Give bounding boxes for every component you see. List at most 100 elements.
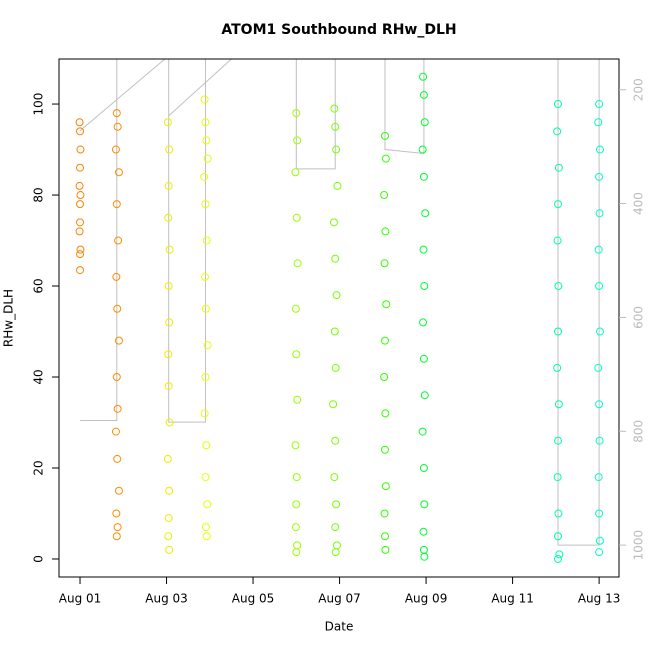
point (75, 181, 84, 190)
point (553, 473, 562, 482)
point (595, 536, 604, 545)
point (329, 400, 338, 409)
point (595, 282, 604, 291)
point (291, 304, 300, 313)
point (554, 327, 563, 336)
point (112, 200, 121, 209)
point (421, 209, 430, 218)
point (419, 527, 428, 536)
x-tick-label: Aug 09 (405, 592, 448, 606)
point (595, 436, 604, 445)
point (330, 327, 339, 336)
point (594, 473, 603, 482)
point (419, 72, 428, 81)
point (165, 245, 174, 254)
point (381, 154, 390, 163)
point (76, 200, 85, 209)
point (164, 514, 173, 523)
y2-tick-label: 1000 (632, 530, 646, 561)
point (292, 109, 301, 118)
point (419, 354, 428, 363)
plot-area (75, 59, 604, 563)
point (203, 154, 212, 163)
point (595, 100, 604, 109)
point (595, 172, 604, 181)
point (380, 509, 389, 518)
point (380, 259, 389, 268)
x-tick-label: Aug 11 (491, 592, 534, 606)
point (595, 400, 604, 409)
point (381, 227, 390, 236)
point (76, 191, 85, 200)
point (165, 486, 174, 495)
point (113, 454, 122, 463)
point (111, 427, 120, 436)
point (114, 236, 123, 245)
point (200, 172, 209, 181)
point (164, 350, 173, 359)
point (201, 200, 210, 209)
point (76, 218, 85, 227)
y-tick-label: 20 (32, 460, 46, 475)
point (165, 318, 174, 327)
point (554, 200, 563, 209)
x-tick-label: Aug 01 (59, 592, 102, 606)
point (332, 145, 341, 154)
point (164, 213, 173, 222)
line (79, 59, 600, 546)
point (75, 118, 84, 127)
point (420, 118, 429, 127)
point (292, 350, 301, 359)
point (380, 373, 389, 382)
point (291, 168, 300, 177)
point (332, 291, 341, 300)
y-axis-label: RHw_DLH (2, 289, 16, 347)
point (595, 327, 604, 336)
point (419, 90, 428, 99)
point (292, 500, 301, 509)
point (293, 259, 302, 268)
point (165, 145, 174, 154)
point (202, 441, 211, 450)
point (329, 218, 338, 227)
point (201, 373, 210, 382)
point (382, 300, 391, 309)
point (112, 532, 121, 541)
x-axis-label: Date (325, 620, 354, 634)
point (76, 245, 85, 254)
point (420, 552, 429, 561)
point (555, 550, 564, 559)
y-tick-label: 0 (32, 555, 46, 563)
point (419, 245, 428, 254)
point (380, 532, 389, 541)
x-tick-label: Aug 03 (145, 592, 188, 606)
point (595, 145, 604, 154)
point (291, 441, 300, 450)
point (420, 282, 429, 291)
point (332, 541, 341, 550)
y-tick-label: 60 (32, 278, 46, 293)
point (420, 500, 429, 509)
point (112, 509, 121, 518)
point (203, 500, 212, 509)
point (418, 145, 427, 154)
point (554, 532, 563, 541)
point (594, 118, 603, 127)
point (419, 545, 428, 554)
point (595, 548, 604, 557)
point (380, 336, 389, 345)
point (202, 236, 211, 245)
point (201, 304, 210, 313)
point (595, 509, 604, 518)
point (381, 409, 390, 418)
point (200, 95, 209, 104)
point (330, 104, 339, 113)
y2-tick-label: 200 (632, 78, 646, 101)
chart-title: ATOM1 Southbound RHw_DLH (221, 22, 456, 38)
point (114, 486, 123, 495)
point (164, 532, 173, 541)
point (114, 168, 123, 177)
point (76, 266, 85, 275)
point (292, 473, 301, 482)
